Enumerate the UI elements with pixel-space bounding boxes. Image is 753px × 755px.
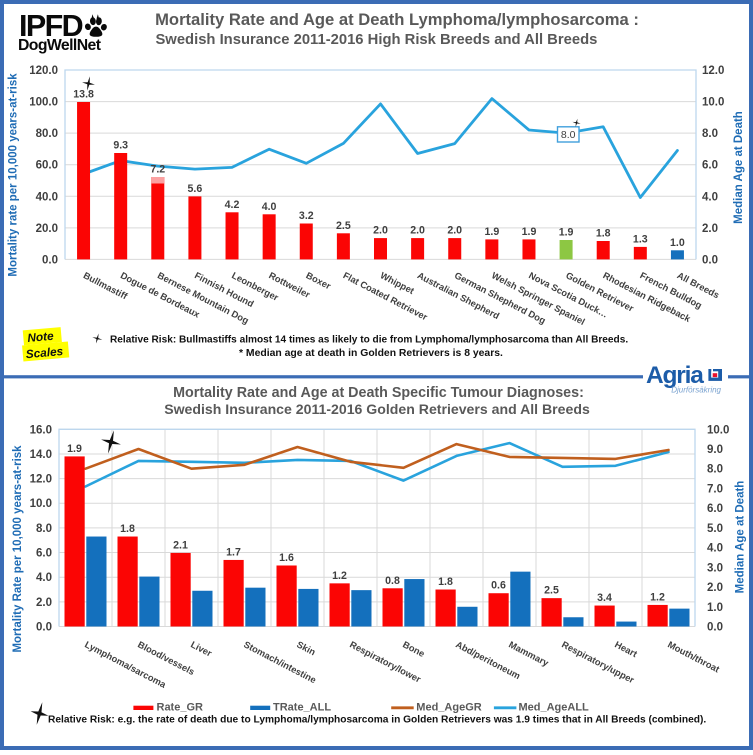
- svg-text:Note: Note: [27, 329, 55, 345]
- svg-text:Djurförsäkring: Djurförsäkring: [671, 386, 721, 395]
- svg-text:9.3: 9.3: [113, 140, 128, 152]
- svg-text:1.2: 1.2: [650, 591, 665, 603]
- svg-text:Mortality Rate and Age at Deat: Mortality Rate and Age at Death Specific…: [173, 385, 584, 401]
- svg-text:12.0: 12.0: [702, 65, 724, 77]
- svg-text:1.9: 1.9: [485, 226, 500, 238]
- svg-text:10.0: 10.0: [30, 498, 52, 510]
- svg-text:6.0: 6.0: [36, 548, 52, 560]
- svg-text:10.0: 10.0: [707, 424, 729, 436]
- svg-text:7.0: 7.0: [707, 484, 723, 496]
- svg-text:2.0: 2.0: [373, 225, 388, 237]
- svg-text:1.8: 1.8: [120, 523, 135, 535]
- svg-text:0.8: 0.8: [385, 575, 400, 587]
- svg-text:6.0: 6.0: [707, 503, 723, 515]
- svg-text:2.0: 2.0: [410, 225, 425, 237]
- svg-text:2.0: 2.0: [707, 582, 723, 594]
- svg-text:1.6: 1.6: [279, 552, 294, 564]
- svg-text:1.7: 1.7: [226, 546, 241, 558]
- svg-text:4.0: 4.0: [262, 201, 277, 213]
- svg-text:100.0: 100.0: [29, 97, 58, 109]
- svg-text:2.5: 2.5: [336, 220, 351, 232]
- svg-text:2.0: 2.0: [702, 223, 718, 235]
- svg-text:Med_AgeALL: Med_AgeALL: [519, 702, 590, 714]
- svg-text:1.9: 1.9: [559, 227, 574, 239]
- svg-text:1.3: 1.3: [633, 233, 648, 245]
- svg-text:80.0: 80.0: [36, 128, 58, 140]
- svg-text:4.0: 4.0: [36, 572, 52, 584]
- svg-text:5.0: 5.0: [707, 523, 723, 535]
- svg-text:5.6: 5.6: [188, 183, 203, 195]
- svg-text:1.2: 1.2: [332, 570, 347, 582]
- svg-text:2.0: 2.0: [447, 225, 462, 237]
- svg-text:Relative Risk: Bullmastiffs al: Relative Risk: Bullmastiffs almost 14 ti…: [110, 335, 628, 346]
- svg-text:3.4: 3.4: [597, 592, 612, 604]
- svg-text:0.0: 0.0: [702, 254, 718, 266]
- svg-text:0.0: 0.0: [42, 254, 58, 266]
- svg-text:0.0: 0.0: [707, 622, 723, 634]
- svg-text:Median Age at Death: Median Age at Death: [733, 111, 745, 224]
- svg-text:3.0: 3.0: [707, 562, 723, 574]
- svg-text:Mortality Rate per 10,000 year: Mortality Rate per 10,000 years-at-risk: [12, 445, 24, 653]
- svg-text:8.0: 8.0: [702, 128, 718, 140]
- svg-text:2.5: 2.5: [544, 585, 559, 597]
- svg-text:20.0: 20.0: [36, 223, 58, 235]
- svg-text:Swedish Insurance 2011-2016 Hi: Swedish Insurance 2011-2016 High Risk Br…: [155, 32, 597, 48]
- svg-text:0.6: 0.6: [491, 580, 506, 592]
- svg-text:6.0: 6.0: [702, 160, 718, 172]
- svg-text:Relative Risk: e.g. the rate o: Relative Risk: e.g. the rate of death du…: [48, 715, 706, 726]
- svg-text:1.0: 1.0: [707, 602, 723, 614]
- svg-text:12.0: 12.0: [30, 474, 52, 486]
- svg-text:4.0: 4.0: [707, 543, 723, 555]
- svg-text:1.8: 1.8: [596, 228, 611, 240]
- svg-text:Swedish Insurance 2011-2016 Go: Swedish Insurance 2011-2016 Golden Retri…: [164, 401, 590, 417]
- svg-text:9.0: 9.0: [707, 444, 723, 456]
- svg-text:Rate_GR: Rate_GR: [157, 702, 204, 714]
- svg-text:40.0: 40.0: [36, 191, 58, 203]
- svg-text:8.0: 8.0: [707, 464, 723, 476]
- svg-text:4.0: 4.0: [702, 191, 718, 203]
- svg-text:Med_AgeGR: Med_AgeGR: [416, 702, 481, 714]
- svg-text:16.0: 16.0: [30, 424, 52, 436]
- svg-text:60.0: 60.0: [36, 160, 58, 172]
- svg-text:IPFD: IPFD: [19, 9, 83, 43]
- svg-text:2.0: 2.0: [36, 597, 52, 609]
- svg-text:1.8: 1.8: [438, 576, 453, 588]
- svg-text:120.0: 120.0: [29, 65, 58, 77]
- svg-text:2.1: 2.1: [173, 539, 188, 551]
- svg-text:Agria: Agria: [646, 362, 704, 389]
- svg-text:1.0: 1.0: [670, 237, 685, 249]
- svg-text:8.0: 8.0: [561, 129, 576, 141]
- svg-text:14.0: 14.0: [30, 449, 52, 461]
- svg-text:13.8: 13.8: [73, 89, 94, 101]
- svg-text:10.0: 10.0: [702, 97, 724, 109]
- svg-text:Scales: Scales: [25, 344, 64, 361]
- svg-text:DogWellNet: DogWellNet: [18, 37, 102, 54]
- svg-text:3.2: 3.2: [299, 210, 314, 222]
- svg-text:1.9: 1.9: [67, 443, 82, 455]
- svg-text:0.0: 0.0: [36, 622, 52, 634]
- svg-text:Mortality Rate and Age at Deat: Mortality Rate and Age at Death Lymphoma…: [155, 10, 639, 29]
- svg-text:8.0: 8.0: [36, 523, 52, 535]
- svg-text:1.9: 1.9: [522, 226, 537, 238]
- svg-text:TRate_ALL: TRate_ALL: [273, 702, 331, 714]
- svg-text:Median Age at Death: Median Age at Death: [735, 481, 747, 594]
- svg-text:4.2: 4.2: [225, 199, 240, 211]
- svg-text:7.2: 7.2: [150, 164, 165, 176]
- svg-text:Mortality rate per 10,000 year: Mortality rate per 10,000 years-at-risk: [8, 73, 20, 277]
- svg-text:* Median age at death in Golde: * Median age at death in Golden Retrieve…: [239, 348, 503, 359]
